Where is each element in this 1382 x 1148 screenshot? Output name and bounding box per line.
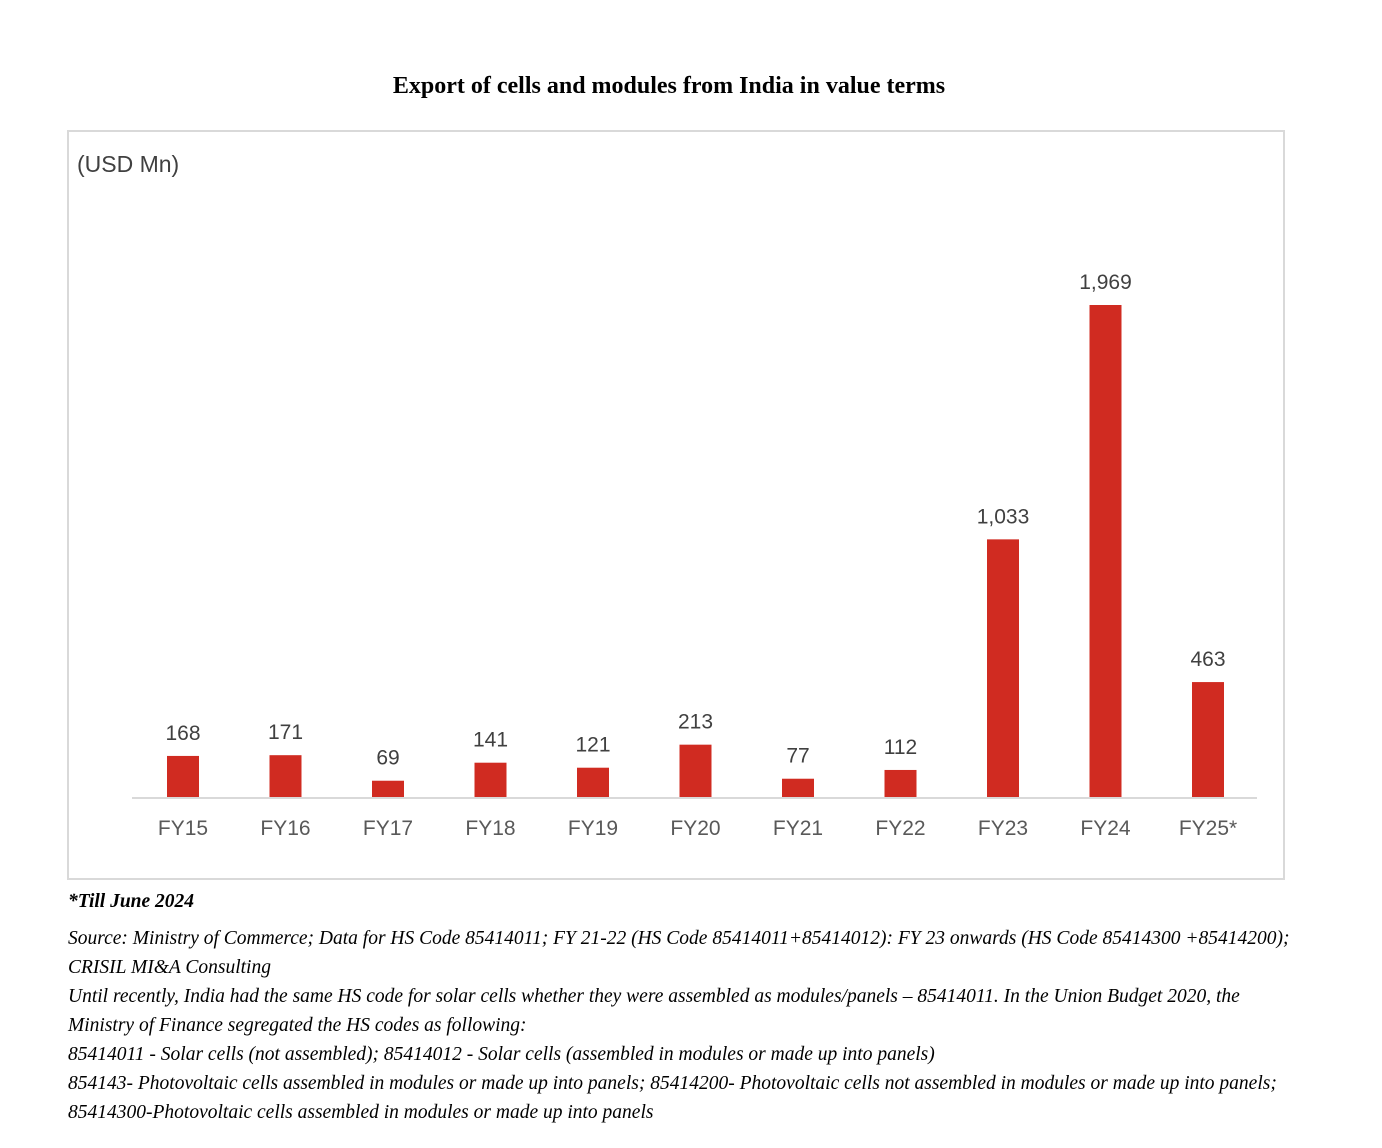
x-tick-label: FY24 bbox=[1080, 817, 1131, 840]
bar-fy24 bbox=[1089, 305, 1122, 798]
x-tick-label: FY17 bbox=[363, 817, 413, 840]
note-hs-history: Until recently, India had the same HS co… bbox=[68, 986, 1240, 1036]
bar-fy16 bbox=[269, 755, 302, 798]
bar-fy25 bbox=[1192, 682, 1224, 798]
x-tick-label: FY21 bbox=[773, 817, 823, 840]
note-hs-codes-1: 85414011 - Solar cells (not assembled); … bbox=[68, 1044, 935, 1065]
unit-label: (USD Mn) bbox=[77, 151, 179, 177]
data-label: 77 bbox=[786, 745, 809, 768]
data-label: 463 bbox=[1190, 648, 1225, 671]
x-tick-label: FY18 bbox=[465, 817, 515, 840]
bar-fy17 bbox=[372, 780, 404, 798]
data-label: 121 bbox=[575, 734, 610, 757]
chart-title: Export of cells and modules from India i… bbox=[392, 73, 946, 99]
data-label: 112 bbox=[884, 736, 917, 759]
x-tick-label: FY16 bbox=[260, 817, 310, 840]
note-till-june: *Till June 2024 bbox=[68, 891, 195, 912]
data-label: 213 bbox=[678, 711, 713, 734]
bar-fy21 bbox=[782, 778, 814, 798]
x-tick-label: FY15 bbox=[158, 817, 208, 840]
bar-fy23 bbox=[987, 539, 1019, 798]
data-label: 1,969 bbox=[1079, 271, 1132, 294]
x-tick-label: FY19 bbox=[568, 817, 618, 840]
bar-chart: (USD Mn) 168 FY15 171 FY16 69 FY17 141 FY18 121 F… bbox=[77, 151, 1257, 840]
bar-fy20 bbox=[679, 744, 712, 798]
notes-block: *Till June 2024 Source: Ministry of Comm… bbox=[68, 887, 1298, 1127]
data-label: 171 bbox=[268, 721, 303, 744]
x-tick-label: FY25* bbox=[1179, 817, 1237, 840]
data-label: 141 bbox=[473, 729, 508, 752]
x-tick-label: FY23 bbox=[978, 817, 1028, 840]
bar-fy15 bbox=[167, 755, 199, 798]
data-label: 69 bbox=[376, 747, 399, 770]
note-source: Source: Ministry of Commerce; Data for H… bbox=[68, 928, 1290, 978]
bar-fy22 bbox=[884, 769, 917, 798]
bar-fy19 bbox=[577, 767, 609, 798]
chart-frame: (USD Mn) 168 FY15 171 FY16 69 FY17 141 FY18 121 F… bbox=[67, 130, 1285, 880]
note-hs-codes-2: 854143- Photovoltaic cells assembled in … bbox=[68, 1073, 1277, 1123]
x-tick-label: FY20 bbox=[670, 817, 720, 840]
data-label: 1,033 bbox=[977, 505, 1030, 528]
bar-fy18 bbox=[474, 762, 507, 798]
data-label: 168 bbox=[165, 722, 200, 745]
x-tick-label: FY22 bbox=[875, 817, 925, 840]
